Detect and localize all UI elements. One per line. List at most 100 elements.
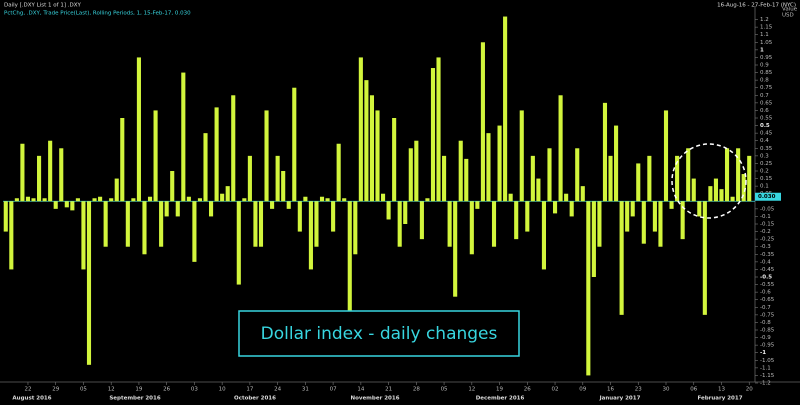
- bar: [358, 57, 363, 202]
- bar: [558, 95, 563, 202]
- bar: [580, 186, 585, 202]
- bar: [669, 201, 674, 209]
- y-tick-label: 0.1: [760, 184, 769, 190]
- bar: [625, 201, 630, 232]
- y-tick-label: -1.1: [760, 365, 771, 371]
- bar: [419, 201, 424, 240]
- y-tick-label: -0.15: [760, 222, 775, 228]
- bar: [53, 201, 58, 209]
- bar: [75, 198, 80, 202]
- month-label: January 2017: [599, 396, 641, 402]
- header-right: 16-Aug-16 - 27-Feb-17 (NYC): [717, 3, 796, 9]
- current-value-label: 0.030: [758, 194, 776, 200]
- x-tick-label: 17: [246, 387, 253, 393]
- bar: [608, 155, 613, 202]
- bar: [442, 155, 447, 202]
- y-tick-label: -1.05: [760, 358, 775, 364]
- x-tick-label: 21: [385, 387, 392, 393]
- y-tick-label: -0.6: [760, 290, 771, 296]
- y-tick-label: 0.5: [760, 123, 770, 129]
- bar: [175, 201, 180, 217]
- x-tick-label: 05: [80, 387, 87, 393]
- y-tick-label: 0.3: [760, 153, 769, 159]
- bar: [270, 201, 275, 209]
- bar: [686, 148, 691, 202]
- bar: [231, 95, 236, 202]
- header-left: Daily [.DXY List 1 of 1] .DXY: [4, 3, 81, 9]
- x-tick-label: 02: [552, 387, 559, 393]
- bar: [347, 201, 352, 315]
- month-label: October 2016: [234, 396, 276, 402]
- bar: [536, 178, 541, 202]
- bar: [319, 196, 325, 202]
- bar: [86, 201, 92, 365]
- bar: [480, 42, 485, 202]
- bar: [70, 201, 75, 211]
- y-tick-label: 0.2: [760, 169, 769, 175]
- bar: [464, 158, 469, 202]
- x-tick-label: 06: [690, 387, 697, 393]
- bar: [425, 198, 430, 202]
- x-tick-label: 28: [413, 387, 420, 393]
- axis-unit: USD: [782, 13, 794, 19]
- bar: [14, 198, 19, 202]
- bar: [9, 201, 14, 270]
- bar: [630, 201, 635, 217]
- bar: [380, 193, 386, 202]
- bar: [691, 178, 696, 202]
- bar: [475, 201, 480, 209]
- y-tick-label: -0.05: [760, 206, 775, 212]
- month-label: August 2016: [12, 396, 51, 402]
- bar: [647, 155, 652, 202]
- bar: [253, 201, 258, 247]
- bar: [64, 201, 69, 208]
- y-tick-label: 0.25: [760, 161, 773, 167]
- current-value-tag: [755, 192, 781, 201]
- bar: [397, 201, 402, 247]
- bar: [109, 198, 114, 202]
- y-tick-label: -0.85: [760, 328, 775, 334]
- bar: [159, 201, 164, 247]
- bar: [453, 201, 458, 297]
- x-tick-label: 24: [274, 387, 281, 393]
- bar: [663, 110, 669, 202]
- x-tick-label: 22: [24, 387, 31, 393]
- y-tick-label: -0.35: [760, 252, 775, 258]
- bar: [736, 148, 741, 202]
- bar: [364, 80, 369, 202]
- bar: [597, 201, 602, 247]
- annotation-box: [238, 310, 520, 357]
- bar: [414, 140, 419, 202]
- bar: [491, 201, 497, 247]
- bar: [3, 201, 8, 232]
- bar: [325, 198, 330, 202]
- bar: [220, 193, 225, 202]
- bar: [375, 110, 380, 202]
- bar: [614, 125, 619, 202]
- y-tick-label: 1: [760, 47, 764, 53]
- x-tick-label: 07: [330, 387, 337, 393]
- bar: [719, 189, 724, 202]
- x-tick-label: 12: [108, 387, 115, 393]
- x-tick-label: 19: [496, 387, 503, 393]
- bar: [153, 110, 158, 202]
- bar: [403, 201, 408, 224]
- bar: [386, 201, 391, 220]
- bar: [236, 201, 241, 285]
- x-tick-label: 03: [191, 387, 198, 393]
- y-tick-label: -0.4: [760, 259, 771, 265]
- bar: [342, 198, 347, 202]
- bar: [275, 155, 280, 202]
- bar: [314, 201, 319, 247]
- annotation: Dollar index - daily changes: [261, 324, 498, 344]
- x-tick-label: 26: [163, 387, 170, 393]
- bar: [336, 143, 341, 202]
- y-tick-label: 0.55: [760, 116, 773, 122]
- bar: [525, 201, 530, 232]
- x-tick-label: 13: [718, 387, 725, 393]
- x-tick-label: 29: [52, 387, 59, 393]
- bar: [408, 148, 413, 202]
- y-tick-label: 0.9: [760, 63, 769, 69]
- bar: [486, 133, 491, 202]
